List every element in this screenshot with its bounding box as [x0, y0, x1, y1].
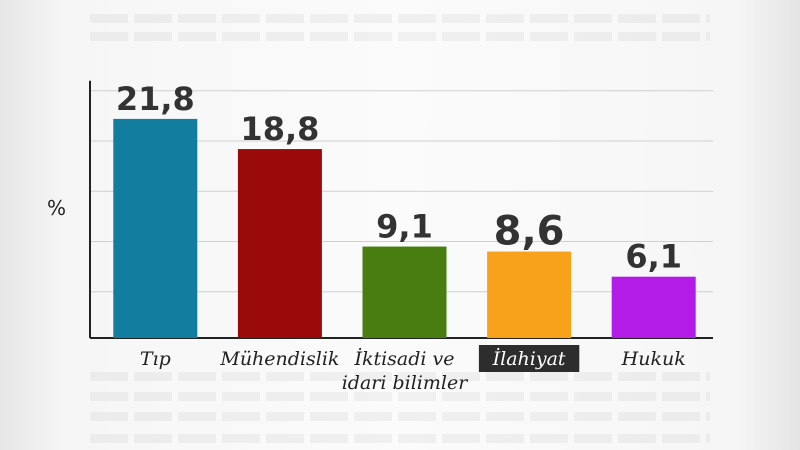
bar	[113, 118, 198, 338]
category-label: Hukuk	[621, 348, 686, 370]
category-label: İlahiyat	[492, 347, 566, 370]
category-label: Tıp	[140, 348, 171, 370]
bar	[487, 251, 572, 338]
bar	[611, 276, 696, 338]
data-label: 18,8	[240, 110, 319, 148]
category-label: idari bilimler	[342, 372, 469, 394]
category-label: İktisadi ve	[353, 347, 454, 370]
highlight-box	[478, 345, 580, 372]
faded-text-line	[90, 434, 710, 443]
faded-text-line	[90, 14, 710, 23]
data-label: 8,6	[494, 209, 565, 255]
data-label: 6,1	[625, 238, 682, 276]
category-label: Mühendislik	[219, 348, 339, 370]
data-label: 9,1	[376, 208, 433, 246]
y-axis-label: %	[47, 196, 67, 220]
faded-text-line	[90, 392, 710, 401]
faded-text-line	[90, 372, 710, 381]
bar	[237, 149, 322, 338]
faded-text-line	[90, 32, 710, 41]
data-label: 21,8	[116, 80, 195, 118]
bar	[362, 246, 447, 338]
faded-text-line	[90, 412, 710, 421]
